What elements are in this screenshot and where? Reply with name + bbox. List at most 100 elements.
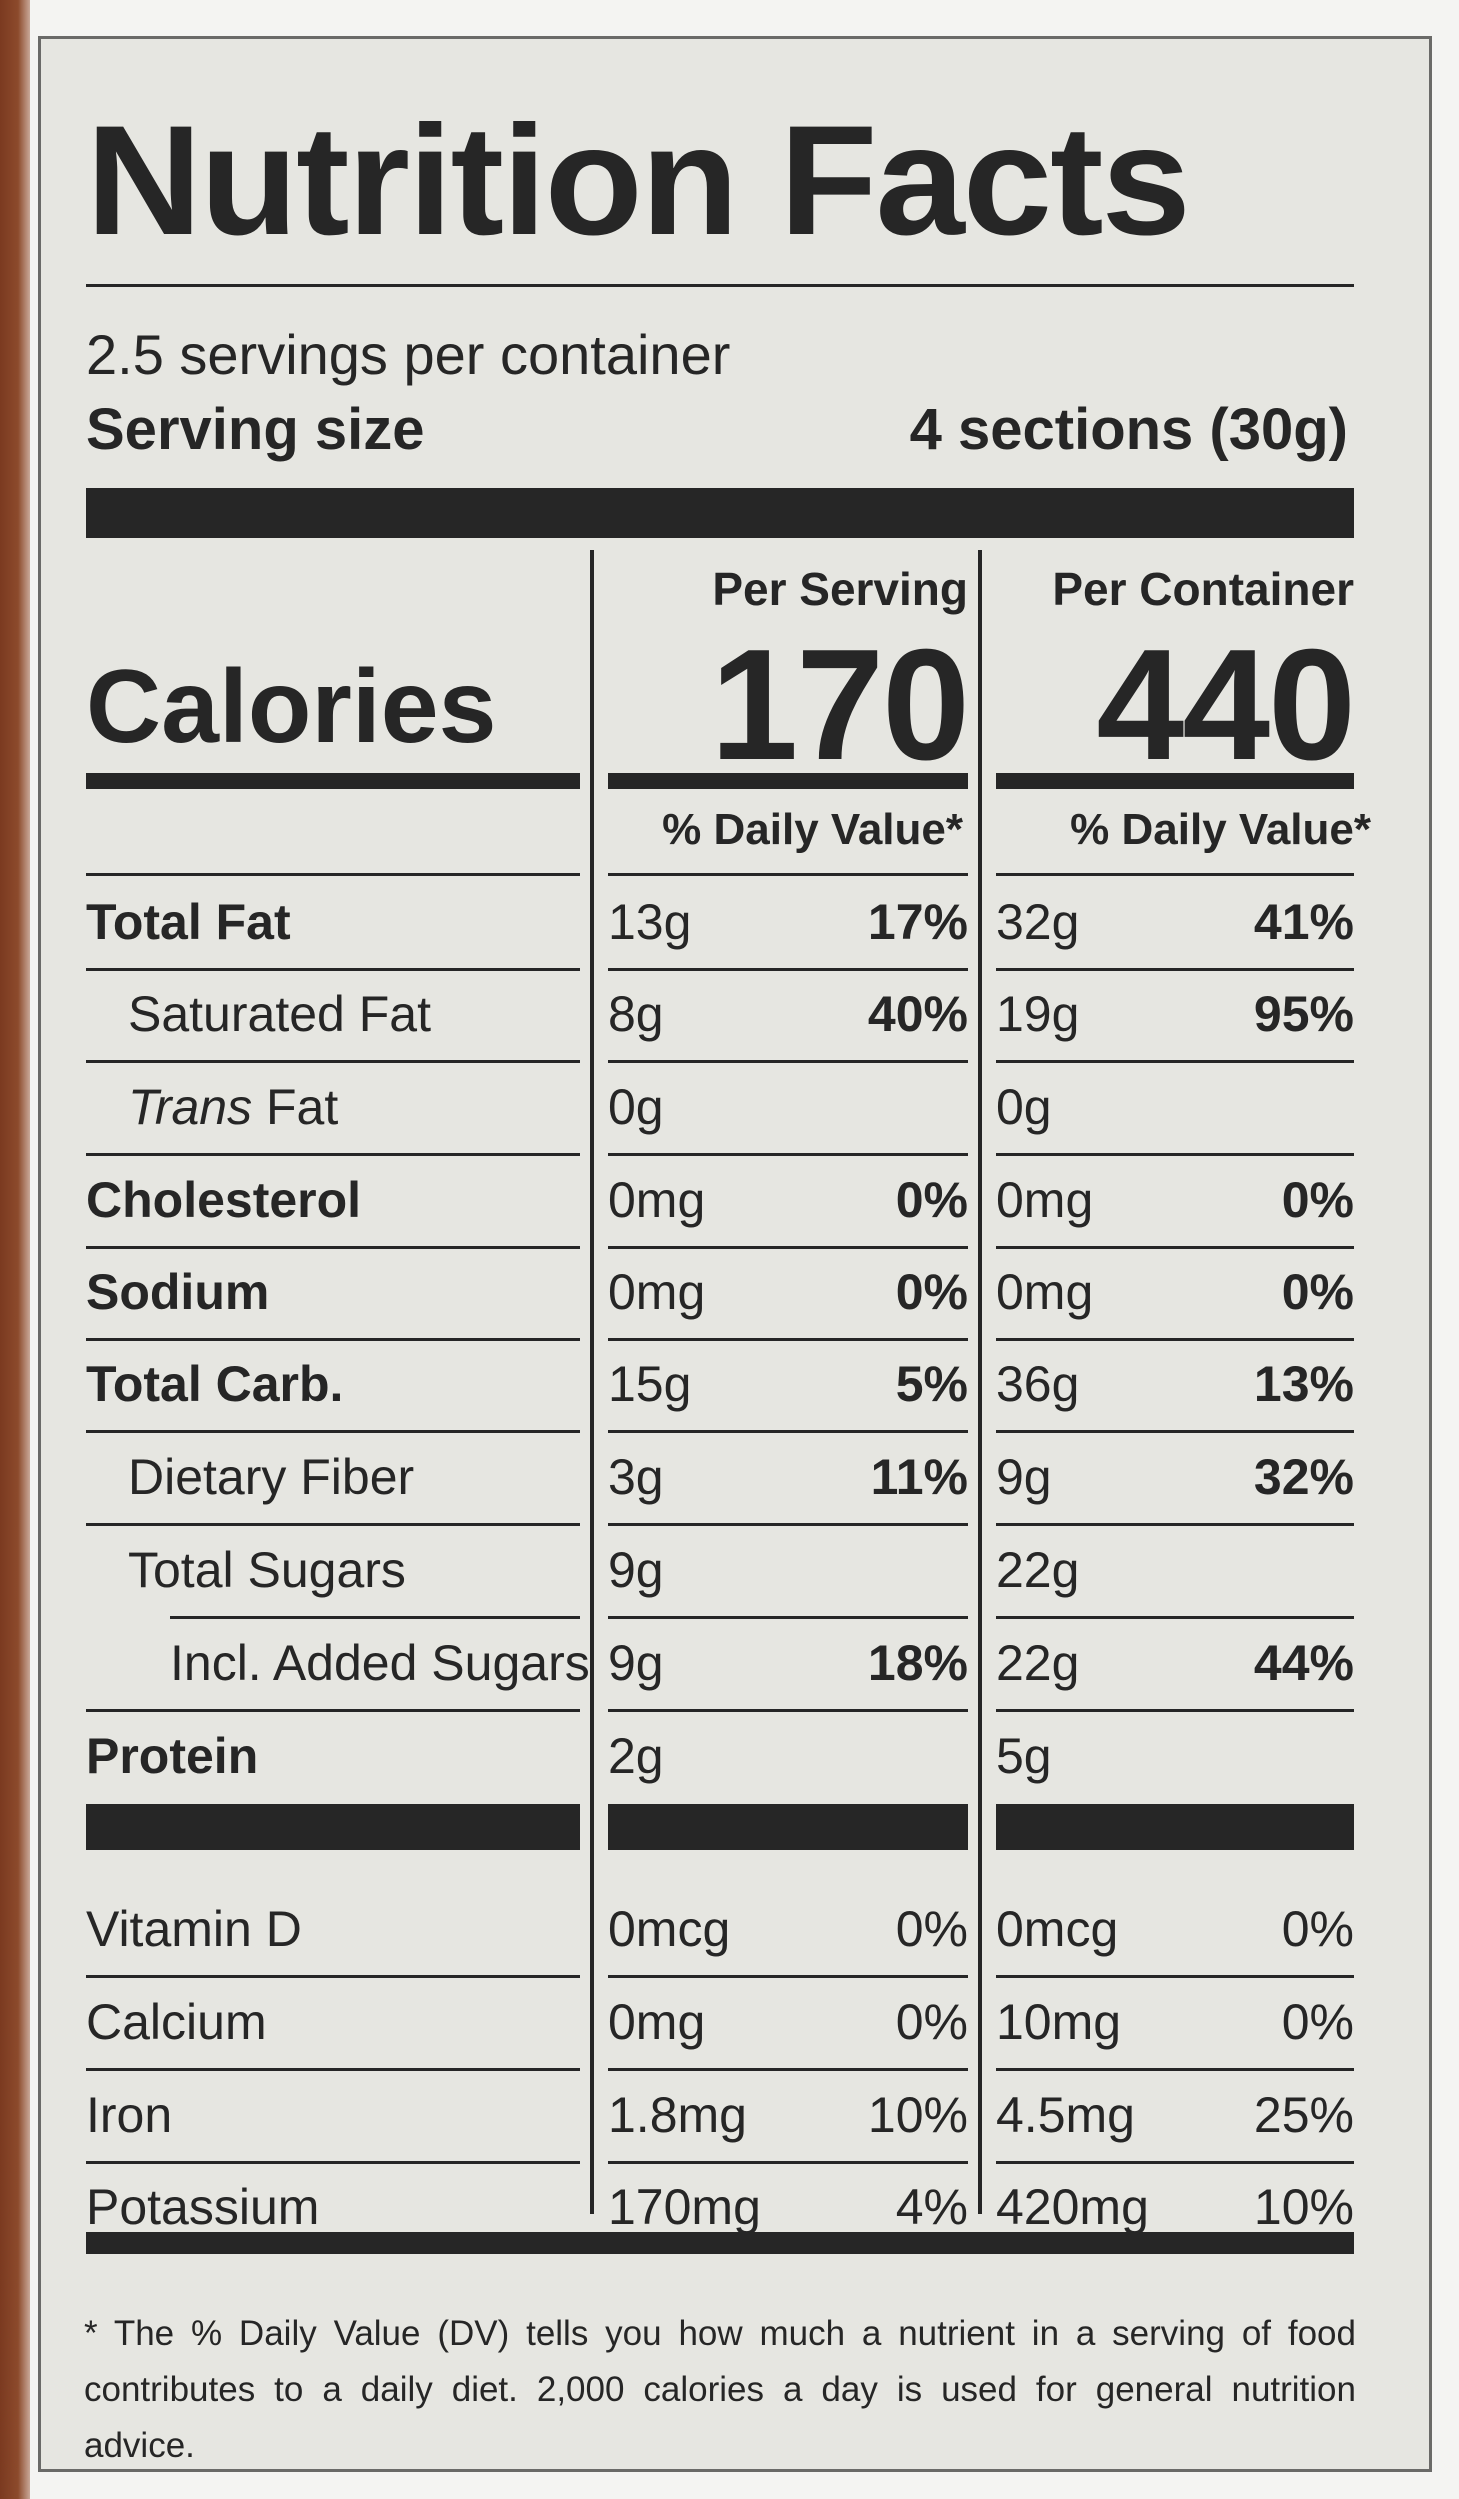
nutrient-7-serving-amount: 9g xyxy=(608,1542,664,1598)
nutrient-6-rule-container xyxy=(996,1523,1354,1526)
nutrient-2-container-amount: 0g xyxy=(996,1079,1052,1135)
calories-rule-container xyxy=(996,773,1354,789)
nutrient-0-name: Total Fat xyxy=(86,894,291,950)
nutrient-4-container-dv: 0% xyxy=(1281,1264,1354,1320)
label-title: Nutrition Facts xyxy=(86,94,1191,268)
nutrient-9-container-amount: 5g xyxy=(996,1728,1052,1784)
nutrient-3-serving-dv: 0% xyxy=(895,1172,968,1228)
nutrient-0-serving-amount: 13g xyxy=(608,894,692,950)
nutrient-8-container-dv: 44% xyxy=(1253,1635,1354,1691)
vitamin-2-serving-amount: 1.8mg xyxy=(608,2087,747,2143)
nutrient-9-name: Protein xyxy=(86,1728,259,1784)
nutrient-6-container-amount: 9g xyxy=(996,1449,1052,1505)
nutrient-3-name: Cholesterol xyxy=(86,1172,362,1228)
nutrient-6-name: Dietary Fiber xyxy=(128,1449,415,1505)
nutrient-1-serving-dv: 40% xyxy=(867,986,968,1042)
daily-value-footnote: * The % Daily Value (DV) tells you how m… xyxy=(84,2314,1356,2465)
vitamin-3-container-amount: 420mg xyxy=(996,2179,1149,2235)
vitamin-0-serving-amount: 0mcg xyxy=(608,1901,731,1957)
dv-header-rule-name xyxy=(86,873,580,876)
vitamin-1-name: Calcium xyxy=(86,1994,267,2050)
nutrient-1-serving-amount: 8g xyxy=(608,986,664,1042)
vitamin-2-name: Iron xyxy=(86,2087,173,2143)
nutrient-3-serving-amount: 0mg xyxy=(608,1172,706,1228)
nutrient-2-rule-name xyxy=(86,1153,580,1156)
vitamin-2-container-amount: 4.5mg xyxy=(996,2087,1135,2143)
nutrient-4-name: Sodium xyxy=(86,1264,270,1320)
thick-rule-bottom xyxy=(86,2232,1354,2254)
vitamin-1-rule-name xyxy=(86,2068,580,2071)
nutrient-3-rule-name xyxy=(86,1246,580,1249)
nutrient-2-name: Trans Fat xyxy=(128,1078,338,1136)
nutrient-5-name: Total Carb. xyxy=(86,1356,344,1412)
nutrient-4-container-amount: 0mg xyxy=(996,1264,1094,1320)
column-divider-2 xyxy=(978,550,982,2214)
vitamin-2-rule-serving xyxy=(608,2161,968,2164)
nutrient-5-container-dv: 13% xyxy=(1253,1356,1354,1412)
nutrient-7-rule-name xyxy=(170,1616,580,1619)
calories-label: Calories xyxy=(86,649,497,765)
nutrient-7-name: Total Sugars xyxy=(128,1542,406,1598)
nutrient-5-rule-serving xyxy=(608,1430,968,1433)
vitamin-1-container-amount: 10mg xyxy=(996,1994,1122,2050)
thick-rule-top xyxy=(86,488,1354,538)
nutrient-1-container-amount: 19g xyxy=(996,986,1080,1042)
vitamin-3-serving-amount: 170mg xyxy=(608,2179,761,2235)
nutrient-2-rule-container xyxy=(996,1153,1354,1156)
nutrient-0-container-dv: 41% xyxy=(1253,894,1354,950)
nutrient-2-rule-serving xyxy=(608,1153,968,1156)
nutrient-5-rule-name xyxy=(86,1430,580,1433)
serving-size-label: Serving size xyxy=(86,397,425,462)
vitamin-1-rule-container xyxy=(996,2068,1354,2071)
nutrient-3-container-dv: 0% xyxy=(1281,1172,1354,1228)
dv-header-rule-serving xyxy=(608,873,968,876)
nutrient-4-serving-dv: 0% xyxy=(895,1264,968,1320)
nutrient-1-rule-serving xyxy=(608,1060,968,1063)
nutrient-5-serving-amount: 15g xyxy=(608,1356,692,1412)
vitamin-3-container-dv: 10% xyxy=(1253,2179,1354,2235)
nutrient-0-container-amount: 32g xyxy=(996,894,1080,950)
nutrient-8-name: Incl. Added Sugars xyxy=(170,1635,590,1691)
nutrient-7-rule-serving xyxy=(608,1616,968,1619)
nutrient-0-rule-name xyxy=(86,968,580,971)
nutrient-6-rule-serving xyxy=(608,1523,968,1526)
vitamin-0-name: Vitamin D xyxy=(86,1901,302,1957)
title-rule xyxy=(86,284,1354,287)
dv-header-container: % Daily Value* xyxy=(1070,805,1371,854)
nutrient-5-rule-container xyxy=(996,1430,1354,1433)
vitamin-2-serving-dv: 10% xyxy=(867,2087,968,2143)
nutrient-5-container-amount: 36g xyxy=(996,1356,1080,1412)
nutrient-4-serving-amount: 0mg xyxy=(608,1264,706,1320)
vitamin-0-rule-container xyxy=(996,1975,1354,1978)
vitamin-0-rule-name xyxy=(86,1975,580,1978)
trans-fat-rest-text: Fat xyxy=(252,1079,339,1135)
nutrient-3-rule-serving xyxy=(608,1246,968,1249)
nutrient-7-rule-container xyxy=(996,1616,1354,1619)
nutrient-8-serving-dv: 18% xyxy=(867,1635,968,1691)
nutrient-8-serving-amount: 9g xyxy=(608,1635,664,1691)
nutrient-0-rule-serving xyxy=(608,968,968,971)
vitamin-1-rule-serving xyxy=(608,2068,968,2071)
dv-header-serving: % Daily Value* xyxy=(662,805,963,854)
nutrient-6-rule-name xyxy=(86,1523,580,1526)
nutrient-8-rule-name xyxy=(86,1709,580,1712)
vitamin-3-serving-dv: 4% xyxy=(895,2179,968,2235)
thick-bar-vitamins-serving xyxy=(608,1804,968,1850)
nutrient-5-serving-dv: 5% xyxy=(895,1356,968,1412)
calories-per-container: 440 xyxy=(1096,617,1356,793)
per-container-header: Per Container xyxy=(1052,563,1354,615)
nutrient-1-rule-container xyxy=(996,1060,1354,1063)
nutrition-facts-label xyxy=(38,36,1432,2472)
per-serving-header: Per Serving xyxy=(712,563,968,615)
column-divider-1 xyxy=(590,550,594,2214)
vitamin-1-container-dv: 0% xyxy=(1281,1994,1354,2050)
vitamin-1-serving-dv: 0% xyxy=(895,1994,968,2050)
package-edge xyxy=(0,0,30,2499)
calories-rule-name xyxy=(86,773,580,789)
nutrient-1-rule-name xyxy=(86,1060,580,1063)
nutrient-1-container-dv: 95% xyxy=(1253,986,1354,1042)
nutrient-8-rule-container xyxy=(996,1709,1354,1712)
vitamin-2-container-dv: 25% xyxy=(1253,2087,1354,2143)
nutrient-0-serving-dv: 17% xyxy=(867,894,968,950)
thick-bar-vitamins-name xyxy=(86,1804,580,1850)
